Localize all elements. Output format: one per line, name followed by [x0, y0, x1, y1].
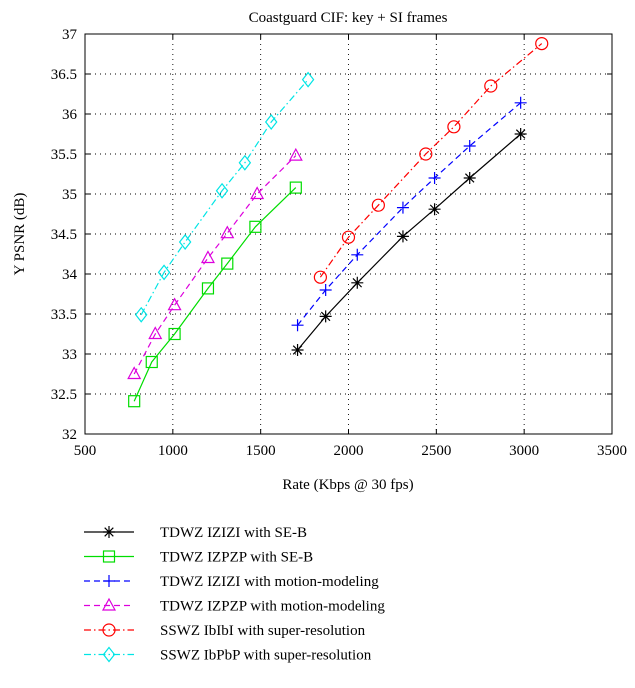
data-point-circle: [371, 198, 385, 212]
series-group: [127, 36, 549, 408]
series-line: [319, 43, 543, 278]
y-tick-label: 33: [62, 347, 77, 363]
data-point-square: [145, 355, 158, 369]
data-point-triangle: [220, 225, 235, 239]
data-point-triangle: [167, 297, 182, 311]
data-point-square: [249, 220, 262, 233]
series-6: [134, 71, 315, 323]
data-point-circle: [419, 147, 433, 161]
legend-marker-triangle: [101, 597, 117, 611]
legend-marker-diamond: [102, 646, 116, 663]
chart-title: Coastguard CIF: key + SI frames: [249, 10, 448, 26]
data-point-plus: [463, 140, 476, 152]
legend-marker-circle: [102, 623, 116, 637]
data-point-triangle: [200, 250, 215, 264]
data-point-square: [168, 327, 181, 341]
legend-item: TDWZ IZIZI with motion-modeling: [84, 574, 379, 590]
x-tick-label: 2500: [421, 443, 451, 459]
data-point-diamond: [157, 264, 171, 281]
data-point-triangle: [250, 186, 265, 200]
y-tick-label: 34: [62, 267, 78, 283]
data-point-plus: [514, 96, 527, 109]
data-point-asterisk: [351, 276, 364, 289]
data-point-diamond: [301, 71, 315, 88]
data-point-square: [128, 395, 141, 408]
legend-item: SSWZ IbIbI with super-resolution: [84, 623, 366, 639]
data-point-asterisk: [319, 310, 332, 323]
series-line: [133, 187, 297, 402]
data-point-asterisk: [428, 203, 441, 216]
data-point-circle: [447, 120, 461, 134]
grid: [85, 34, 612, 434]
data-point-triangle: [288, 147, 303, 161]
y-tick-label: 36.5: [51, 67, 77, 83]
data-point-square: [289, 181, 302, 194]
data-point-diamond: [178, 234, 192, 250]
x-tick-label: 2000: [334, 443, 364, 459]
data-point-diamond: [238, 154, 252, 171]
data-point-plus: [428, 172, 441, 184]
data-point-asterisk: [291, 344, 304, 356]
series-4: [127, 147, 303, 380]
y-axis-label: Y PSNR (dB): [12, 193, 28, 276]
series-1: [291, 128, 527, 356]
legend-item: TDWZ IZIZI with SE-B: [84, 525, 307, 541]
legend-item: TDWZ IZPZP with motion-modeling: [84, 597, 385, 615]
legend-label: SSWZ IbIbI with super-resolution: [160, 623, 366, 639]
data-point-diamond: [134, 306, 148, 323]
x-tick-label: 3000: [509, 443, 539, 459]
legend-label: TDWZ IZPZP with motion-modeling: [160, 599, 385, 615]
data-point-asterisk: [463, 172, 476, 184]
data-point-asterisk: [514, 128, 527, 140]
data-point-circle: [484, 79, 498, 93]
series-line: [297, 102, 522, 326]
legend-label: SSWZ IbPbP with super-resolution: [160, 648, 372, 664]
y-tick-label: 37: [62, 27, 78, 43]
series-line: [297, 133, 522, 351]
legend-label: TDWZ IZIZI with SE-B: [160, 525, 307, 541]
legend-item: SSWZ IbPbP with super-resolution: [84, 646, 372, 664]
y-tick-label: 36: [62, 107, 78, 123]
data-point-diamond: [215, 182, 229, 199]
series-2: [128, 181, 302, 408]
axis-ticks: 500 1000 1500 2000 2500 3000 3500 32 32.5 33 33.5 3…: [51, 27, 627, 459]
x-tick-label: 1500: [246, 443, 276, 459]
series-3: [291, 96, 527, 332]
legend-item: TDWZ IZPZP with SE-B: [84, 550, 313, 566]
y-tick-label: 35: [62, 187, 77, 203]
y-tick-label: 33.5: [51, 307, 77, 323]
data-point-circle: [313, 270, 327, 284]
data-point-triangle: [127, 366, 142, 380]
data-point-circle: [535, 36, 549, 51]
series-5: [313, 36, 549, 284]
x-tick-label: 1000: [158, 443, 188, 459]
data-point-asterisk: [396, 230, 409, 243]
y-tick-label: 34.5: [51, 227, 77, 243]
y-tick-label: 32: [62, 427, 77, 443]
series-line: [133, 155, 297, 375]
data-point-triangle: [148, 326, 163, 340]
x-tick-label: 3500: [597, 443, 627, 459]
legend-marker-asterisk: [103, 526, 115, 538]
legend: TDWZ IZIZI with SE-B TDWZ IZPZP with SE-B…: [84, 525, 385, 664]
y-tick-label: 35.5: [51, 147, 77, 163]
data-point-diamond: [264, 114, 278, 130]
series-line: [140, 79, 309, 316]
y-tick-label: 32.5: [51, 387, 77, 403]
legend-label: TDWZ IZPZP with SE-B: [160, 550, 313, 566]
data-point-plus: [351, 248, 364, 261]
data-point-plus: [396, 201, 409, 214]
data-point-square: [201, 282, 215, 295]
data-point-plus: [319, 284, 332, 296]
data-point-square: [221, 257, 234, 270]
data-point-circle: [341, 230, 356, 244]
legend-marker-plus: [103, 575, 115, 587]
legend-marker-square: [102, 550, 116, 563]
x-axis-label: Rate (Kbps @ 30 fps): [282, 477, 413, 493]
legend-label: TDWZ IZIZI with motion-modeling: [160, 574, 379, 590]
data-point-plus: [291, 319, 304, 332]
x-tick-label: 500: [74, 443, 97, 459]
